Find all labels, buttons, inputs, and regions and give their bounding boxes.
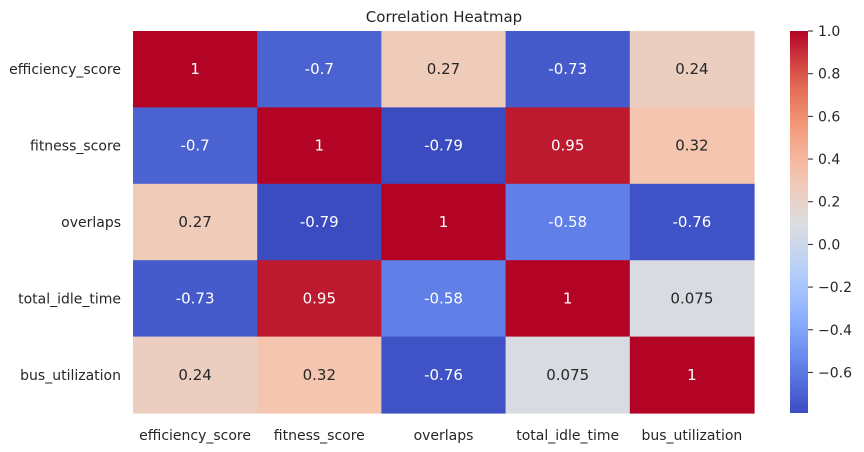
- heatmap-cell: [133, 183, 258, 261]
- row-tick-label: efficiency_score: [9, 62, 121, 78]
- heatmap-cell: [629, 260, 755, 338]
- cell-value-label: -0.73: [548, 60, 587, 78]
- colorbar-tick-label: 0.2: [818, 195, 840, 211]
- heatmap-cell: [133, 260, 258, 338]
- cell-value-label: 0.95: [551, 137, 584, 155]
- cell-value-label: 1: [687, 366, 697, 384]
- cell-value-label: -0.76: [424, 366, 463, 384]
- chart-title: Correlation Heatmap: [366, 8, 522, 26]
- cell-value-label: -0.76: [672, 213, 711, 231]
- heatmap-cell: [381, 31, 507, 108]
- heatmap-cell: [629, 31, 755, 108]
- heatmap-cell: [133, 31, 258, 108]
- heatmap-cell: [257, 107, 382, 185]
- column-tick-label: bus_utilization: [641, 428, 742, 444]
- cell-value-label: 1: [563, 289, 573, 307]
- column-tick-labels: efficiency_score fitness_score overlaps tot…: [139, 428, 742, 444]
- column-tick-label: total_idle_time: [516, 428, 619, 444]
- heatmap-cell: [505, 260, 631, 338]
- cell-value-label: -0.7: [180, 137, 209, 155]
- colorbar-tick-label: 0.8: [818, 67, 840, 83]
- cell-value-label: -0.58: [548, 213, 587, 231]
- cell-value-label: 1: [315, 137, 325, 155]
- colorbar-tick-label: −0.6: [818, 365, 852, 381]
- colorbar: 1.0 0.8 0.6 0.4 0.2 0.0 −0.2 −0.4 −0.6: [790, 24, 852, 413]
- column-tick-label: fitness_score: [274, 428, 365, 444]
- row-tick-label: fitness_score: [30, 139, 121, 155]
- heatmap-cell: [381, 260, 507, 338]
- colorbar-tick-label: 0.0: [818, 237, 840, 253]
- heatmap-cell: [505, 336, 631, 414]
- cell-value-label: 0.27: [427, 60, 460, 78]
- colorbar-gradient: [790, 31, 808, 413]
- column-tick-label: efficiency_score: [139, 428, 251, 444]
- cell-value-label: -0.79: [300, 213, 339, 231]
- row-tick-label: bus_utilization: [20, 368, 121, 384]
- colorbar-tick-label: 1.0: [818, 24, 840, 40]
- heatmap-cell: [629, 336, 755, 414]
- heatmap-cell: [505, 31, 631, 108]
- cell-value-label: 0.32: [303, 366, 336, 384]
- cell-value-label: 0.27: [178, 213, 211, 231]
- colorbar-tick-label: −0.2: [818, 280, 852, 296]
- column-tick-label: overlaps: [414, 428, 474, 444]
- cell-value-label: 1: [439, 213, 449, 231]
- heatmap-cells: 1 -0.7 0.27 -0.73 0.24 -0.7 1 -0.79 0.95 0.32 0.27…: [133, 31, 755, 414]
- heatmap-cell: [381, 183, 507, 261]
- row-tick-label: total_idle_time: [18, 291, 121, 307]
- cell-value-label: -0.79: [424, 137, 463, 155]
- cell-value-label: 0.075: [546, 366, 589, 384]
- heatmap-cell: [505, 183, 631, 261]
- cell-value-label: 0.95: [303, 289, 336, 307]
- row-tick-labels: efficiency_score fitness_score overlaps tot…: [9, 62, 121, 384]
- heatmap-cell: [257, 336, 382, 414]
- cell-value-label: 0.24: [675, 60, 708, 78]
- cell-value-label: -0.58: [424, 289, 463, 307]
- heatmap-cell: [381, 336, 507, 414]
- cell-value-label: -0.7: [305, 60, 334, 78]
- heatmap-cell: [257, 260, 382, 338]
- cell-value-label: 0.24: [178, 366, 211, 384]
- colorbar-tick-label: −0.4: [818, 323, 852, 339]
- heatmap-cell: [381, 107, 507, 185]
- heatmap-cell: [505, 107, 631, 185]
- cell-value-label: 0.32: [675, 137, 708, 155]
- heatmap-cell: [629, 107, 755, 185]
- colorbar-tick-label: 0.4: [818, 152, 840, 168]
- row-tick-label: overlaps: [61, 215, 121, 231]
- heatmap-cell: [133, 107, 258, 185]
- colorbar-tick-label: 0.6: [818, 109, 840, 125]
- heatmap-cell: [257, 183, 382, 261]
- heatmap-cell: [257, 31, 382, 108]
- heatmap-cell: [133, 336, 258, 414]
- cell-value-label: -0.73: [176, 289, 215, 307]
- cell-value-label: 1: [190, 60, 200, 78]
- heatmap-cell: [629, 183, 755, 261]
- cell-value-label: 0.075: [670, 289, 713, 307]
